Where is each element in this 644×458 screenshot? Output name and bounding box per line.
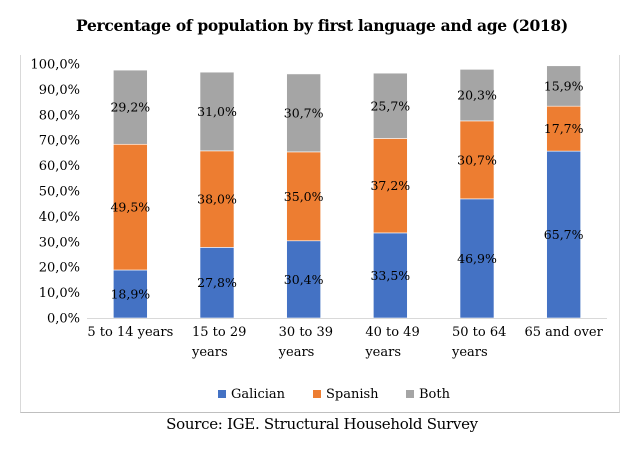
x-tick-label: 65 and over xyxy=(524,325,603,340)
bars xyxy=(113,65,581,319)
y-tick-label: 70,0% xyxy=(39,134,80,149)
data-label-both: 20,3% xyxy=(457,88,497,103)
bar-galician-1 xyxy=(199,247,235,319)
data-label-galician: 18,9% xyxy=(110,286,150,301)
legend-swatch-both xyxy=(406,390,414,398)
y-tick-label: 60,0% xyxy=(39,159,80,174)
data-label-both: 29,2% xyxy=(110,100,150,115)
bar-both-4 xyxy=(459,69,495,122)
y-tick-label: 100,0% xyxy=(30,58,80,73)
legend-swatch-galician xyxy=(218,390,226,398)
bar-both-2 xyxy=(286,73,321,153)
data-label-spanish: 30,7% xyxy=(457,152,497,167)
bar-both-0 xyxy=(113,69,148,145)
data-label-both: 30,7% xyxy=(284,105,324,120)
bar-spanish-2 xyxy=(286,151,321,242)
y-tick-label: 90,0% xyxy=(39,83,80,98)
y-tick-label: 10,0% xyxy=(39,286,80,301)
bar-galician-0 xyxy=(113,269,148,319)
data-label-galician: 65,7% xyxy=(544,227,584,242)
bar-spanish-0 xyxy=(113,143,148,271)
x-tick-label: years xyxy=(278,345,315,360)
bar-both-1 xyxy=(199,71,235,152)
y-tick-label: 50,0% xyxy=(39,185,80,200)
bar-spanish-3 xyxy=(373,138,408,234)
x-axis: 5 to 14 years 15 to 29 years 30 to 39 years 4… xyxy=(87,318,607,360)
x-tick-label: 50 to 64 xyxy=(452,325,506,340)
x-tick-label: 15 to 29 xyxy=(192,325,246,340)
y-tick-label: 80,0% xyxy=(39,108,80,123)
legend: Galician Spanish Both xyxy=(218,387,451,402)
chart-title: Percentage of population by first langua… xyxy=(76,16,568,35)
y-tick-label: 0,0% xyxy=(47,312,80,327)
data-label-both: 31,0% xyxy=(197,104,237,119)
data-label-spanish: 49,5% xyxy=(110,200,150,215)
data-label-galician: 46,9% xyxy=(457,251,497,266)
bar-both-3 xyxy=(373,72,408,139)
data-label-galician: 33,5% xyxy=(370,268,410,283)
y-tick-label: 30,0% xyxy=(39,235,80,250)
legend-label-both: Both xyxy=(419,387,451,402)
chart-frame xyxy=(20,55,620,413)
data-label-spanish: 37,2% xyxy=(370,178,410,193)
y-tick-label: 40,0% xyxy=(39,210,80,225)
legend-label-spanish: Spanish xyxy=(326,387,379,402)
data-label-both: 25,7% xyxy=(370,98,410,113)
y-tick-label: 20,0% xyxy=(39,261,80,276)
x-tick-label: 40 to 49 xyxy=(365,325,419,340)
data-label-spanish: 17,7% xyxy=(544,121,584,136)
bar-galician-2 xyxy=(286,240,321,319)
data-label-both: 15,9% xyxy=(544,78,584,93)
legend-label-galician: Galician xyxy=(231,387,286,402)
bar-spanish-4 xyxy=(459,120,495,200)
data-label-galician: 27,8% xyxy=(197,275,237,290)
data-label-galician: 30,4% xyxy=(284,272,324,287)
bar-spanish-5 xyxy=(546,105,581,152)
data-labels: 18,9% 49,5% 29,2% 27,8% 38,0% 31,0% 30,4% 35,0%… xyxy=(110,78,583,301)
bar-spanish-1 xyxy=(199,150,235,248)
x-tick-label: years xyxy=(364,345,401,360)
bar-galician-5 xyxy=(546,150,581,319)
bar-both-5 xyxy=(546,65,581,107)
data-label-spanish: 35,0% xyxy=(284,189,324,204)
x-tick-label: 5 to 14 years xyxy=(87,325,173,340)
data-label-spanish: 38,0% xyxy=(197,192,237,207)
y-axis: 0,0% 10,0% 20,0% 30,0% 40,0% 50,0% 60,0% 70,0% 8… xyxy=(30,58,80,327)
chart-source: Source: IGE. Structural Household Survey xyxy=(166,415,478,433)
x-tick-label: years xyxy=(191,345,228,360)
x-tick-label: 30 to 39 xyxy=(279,325,333,340)
bar-galician-4 xyxy=(459,198,495,319)
legend-swatch-spanish xyxy=(313,390,321,398)
x-tick-label: years xyxy=(451,345,488,360)
